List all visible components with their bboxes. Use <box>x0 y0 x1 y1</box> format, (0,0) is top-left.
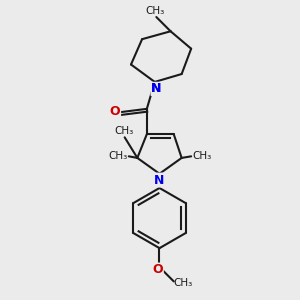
Text: N: N <box>151 82 161 95</box>
Text: N: N <box>154 174 165 187</box>
Text: CH₃: CH₃ <box>193 151 212 161</box>
Text: O: O <box>153 263 163 276</box>
Text: CH₃: CH₃ <box>114 126 133 136</box>
Text: N: N <box>151 82 161 95</box>
Text: CH₃: CH₃ <box>145 6 164 16</box>
Text: CH₃: CH₃ <box>173 278 192 288</box>
Text: N: N <box>151 82 161 95</box>
Text: O: O <box>110 105 121 118</box>
Text: CH₃: CH₃ <box>109 151 128 161</box>
